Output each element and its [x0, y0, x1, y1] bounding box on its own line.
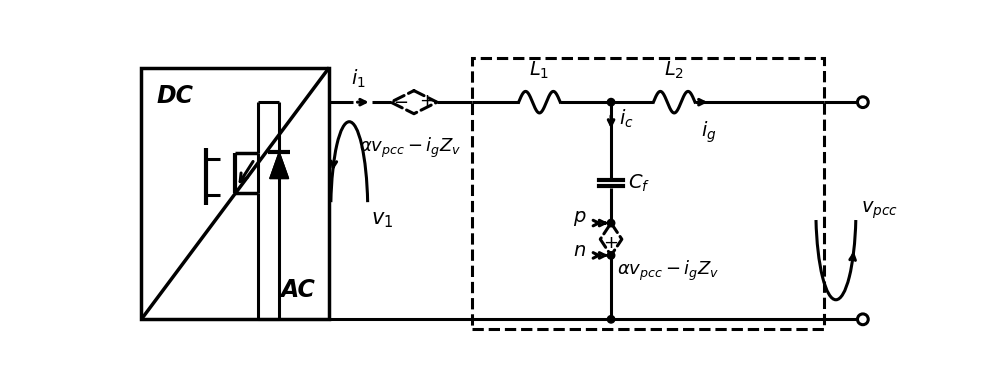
Text: $L_1$: $L_1$ — [529, 59, 550, 80]
Text: $n$: $n$ — [573, 241, 586, 260]
Text: $i_c$: $i_c$ — [619, 108, 633, 130]
Circle shape — [857, 314, 868, 325]
Bar — [141, 67, 329, 319]
Text: $\alpha v_{pcc} - i_g Z_v$: $\alpha v_{pcc} - i_g Z_v$ — [359, 136, 461, 160]
Text: $L_2$: $L_2$ — [664, 59, 684, 80]
Circle shape — [607, 316, 615, 323]
Circle shape — [857, 97, 868, 108]
Bar — [472, 57, 824, 329]
Circle shape — [607, 252, 615, 259]
Text: $p$: $p$ — [573, 209, 586, 228]
Text: $C_f$: $C_f$ — [628, 172, 650, 194]
Polygon shape — [270, 152, 289, 178]
Text: $v_1$: $v_1$ — [371, 210, 393, 230]
Text: $-$: $-$ — [393, 92, 408, 110]
Text: $v_{pcc}$: $v_{pcc}$ — [861, 200, 898, 221]
Circle shape — [607, 219, 615, 227]
Text: $\alpha v_{pcc} - i_g Z_v$: $\alpha v_{pcc} - i_g Z_v$ — [617, 259, 720, 283]
Text: $i_g$: $i_g$ — [701, 119, 717, 145]
Circle shape — [607, 98, 615, 106]
Text: $+$: $+$ — [419, 92, 435, 110]
Text: DC: DC — [157, 85, 194, 108]
Text: $+$: $+$ — [603, 234, 619, 252]
Text: $i_1$: $i_1$ — [351, 67, 366, 90]
Text: AC: AC — [281, 278, 315, 302]
